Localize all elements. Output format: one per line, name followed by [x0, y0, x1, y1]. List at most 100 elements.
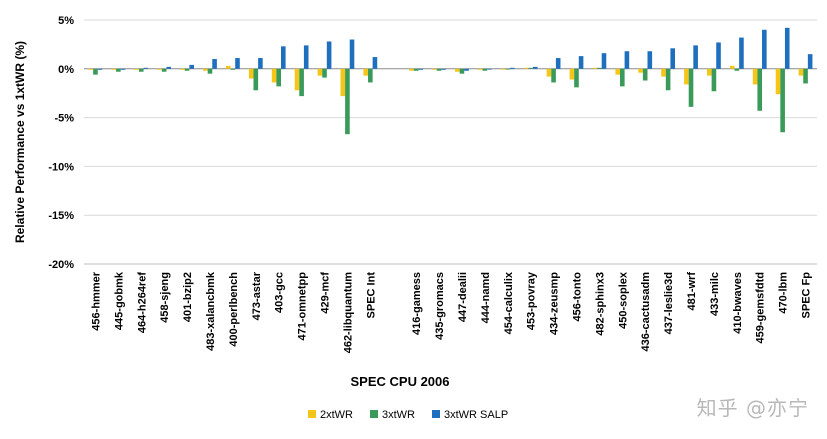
x-tick-label: 433-milc	[709, 272, 721, 316]
bar	[620, 68, 625, 87]
y-tick-label: -15%	[48, 210, 74, 222]
gridlines	[84, 19, 817, 265]
bar	[436, 68, 442, 71]
bar	[578, 56, 584, 69]
bar	[93, 68, 98, 75]
bar	[134, 68, 139, 70]
bar	[477, 68, 483, 70]
bar	[464, 68, 469, 71]
bar	[780, 68, 785, 133]
bar	[230, 68, 236, 70]
bar	[569, 68, 575, 80]
bar	[189, 64, 194, 69]
bar	[372, 57, 378, 69]
bar	[762, 29, 767, 69]
bar	[455, 68, 460, 72]
bar	[258, 58, 263, 69]
x-tick-label: 400-perlbench	[228, 272, 240, 347]
bar	[729, 65, 735, 69]
legend-swatch	[432, 410, 440, 418]
bar	[784, 27, 790, 69]
bar	[500, 68, 506, 70]
bar	[555, 58, 561, 69]
bar	[592, 67, 598, 69]
bar	[482, 68, 488, 71]
bar	[693, 45, 698, 69]
bar	[647, 51, 653, 69]
bar	[299, 68, 304, 97]
bar	[161, 68, 167, 72]
bar	[510, 67, 515, 69]
bar	[615, 68, 620, 75]
x-tick-label: 464-h264ref	[136, 272, 148, 333]
legend-label: 3xtWR	[382, 409, 415, 421]
bar	[546, 68, 552, 77]
x-tick-label: SPEC Int	[365, 272, 377, 319]
x-tick-label: 456-hmmer	[91, 271, 103, 330]
bar	[739, 37, 744, 69]
bar	[734, 68, 740, 71]
bar	[88, 68, 94, 70]
bar	[638, 68, 643, 73]
x-tick-label: 447-dealii	[457, 272, 469, 322]
x-tick-label: 435-gromacs	[434, 272, 446, 340]
x-tick-label: 445-gobmk	[113, 271, 125, 330]
bar	[775, 68, 781, 95]
bar	[807, 54, 813, 69]
legend-label: 3xtWR SALP	[444, 409, 508, 421]
x-tick-label: 450-soplex	[617, 271, 629, 329]
x-axis-title: SPEC CPU 2006	[351, 374, 450, 389]
y-tick-label: 0%	[58, 64, 74, 76]
bar	[624, 51, 630, 69]
bar	[212, 59, 217, 69]
bar	[803, 68, 808, 84]
x-tick-label: 453-povray	[526, 271, 538, 330]
bar	[294, 68, 300, 91]
bar	[303, 45, 309, 69]
bar	[166, 66, 172, 69]
bar	[180, 68, 185, 70]
bar	[551, 68, 556, 83]
bar	[601, 53, 607, 69]
bar	[505, 68, 511, 70]
x-tick-label: 429-mcf	[320, 272, 332, 314]
y-tick-label: -20%	[48, 259, 74, 271]
bars	[88, 27, 813, 135]
bar	[326, 41, 332, 69]
y-tick-label: -5%	[54, 113, 74, 125]
bar	[203, 68, 208, 71]
bar	[752, 68, 758, 85]
x-tick-label: 434-zeusmp	[549, 272, 561, 335]
legend-label: 2xtWR	[320, 409, 353, 421]
x-tick-label: 444-namd	[480, 272, 492, 323]
legend-swatch	[308, 410, 316, 418]
bar	[711, 68, 717, 92]
bar	[409, 68, 414, 71]
x-tick-label: SPEC Fp	[801, 272, 813, 319]
x-tick-label: 458-sjeng	[159, 272, 171, 323]
bar	[532, 66, 538, 69]
bar	[207, 68, 213, 74]
bar	[248, 68, 254, 79]
x-tick-label: 473-astar	[251, 271, 263, 320]
y-tick-label: 5%	[58, 15, 74, 27]
bar	[116, 68, 121, 72]
bar	[487, 68, 492, 70]
legend: 2xtWR 3xtWR 3xtWR SALP	[308, 409, 508, 421]
bar	[597, 67, 602, 69]
bar	[225, 65, 231, 69]
bar	[441, 68, 446, 70]
bar	[707, 68, 712, 76]
bar	[688, 68, 694, 107]
watermark: 知乎 @亦宁	[696, 396, 809, 420]
bar	[528, 67, 533, 69]
bar	[363, 68, 369, 76]
y-tick-label: -10%	[48, 161, 74, 173]
bar	[642, 68, 648, 81]
bar	[523, 67, 529, 69]
x-tick-label: 437-leslie3d	[663, 272, 675, 334]
x-tick-label: 459-gemsfdtd	[755, 272, 767, 344]
bar	[184, 68, 190, 71]
x-tick-label: 454-calculix	[503, 271, 515, 334]
